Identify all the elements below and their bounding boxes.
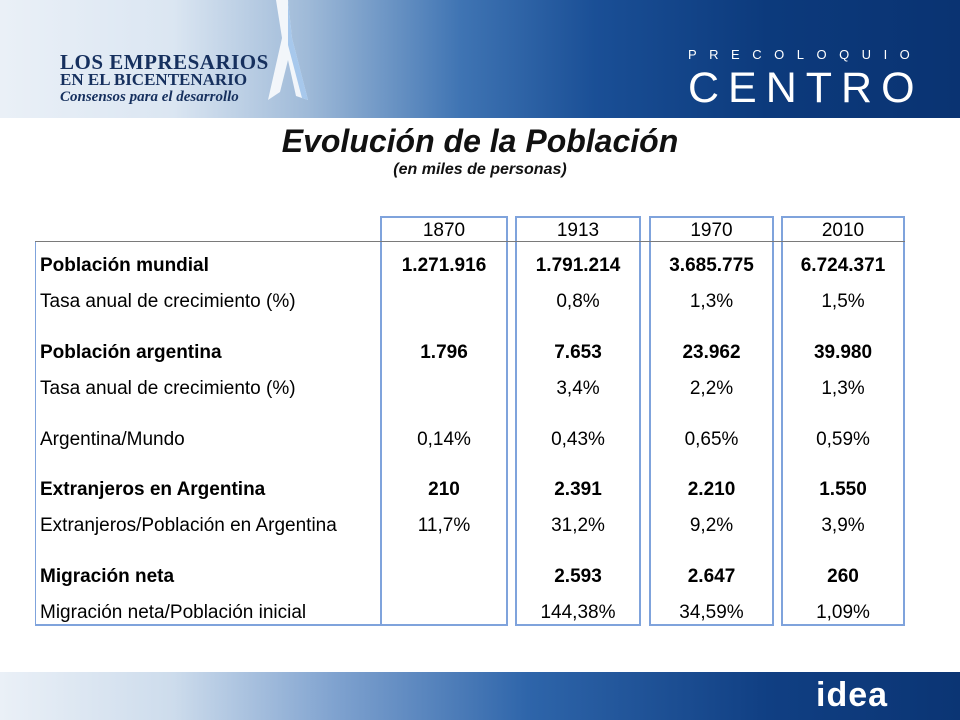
cell-extranjeros-1870: 210 — [428, 479, 460, 500]
cell-migracion-neta-1970: 2.647 — [687, 566, 736, 587]
cell-argentina-mundo-1913: 0,43% — [551, 429, 605, 450]
cell-migracion-neta-1913: 2.593 — [554, 566, 602, 587]
row-label-argentina-mundo: Argentina/Mundo — [40, 429, 185, 450]
ribbon-icon — [268, 0, 308, 100]
cell-argentina-mundo-1870: 0,14% — [417, 429, 471, 450]
column-box-1870 — [380, 216, 508, 626]
cell-tasa-argentina-1913: 3,4% — [556, 378, 600, 399]
cell-poblacion-mundial-1870: 1.271.916 — [401, 255, 487, 276]
column-header-2010: 2010 — [821, 220, 865, 241]
logo-centro-text: CENTRO — [688, 64, 924, 112]
cell-argentina-mundo-1970: 0,65% — [684, 429, 739, 450]
cell-extranjeros-1970: 2.210 — [687, 479, 736, 500]
logo-line1: LOS EMPRESARIOS — [60, 50, 269, 74]
logo-line2: EN EL BICENTENARIO — [60, 70, 248, 89]
cell-extranjeros-poblacion-2010: 3,9% — [821, 515, 865, 536]
logo-line3: Consensos para el desarrollo — [60, 89, 239, 105]
row-label-migracion-neta: Migración neta — [40, 566, 175, 587]
footer-banner — [0, 672, 960, 720]
cell-tasa-mundial-1970: 1,3% — [689, 291, 734, 312]
row-label-poblacion-mundial: Población mundial — [40, 255, 209, 276]
column-box-1913 — [515, 216, 641, 626]
row-label-extranjeros-poblacion: Extranjeros/Población en Argentina — [40, 515, 337, 536]
header-divider — [35, 241, 905, 242]
row-label-migracion-poblacion: Migración neta/Población inicial — [40, 602, 307, 623]
cell-poblacion-mundial-1970: 3.685.775 — [669, 255, 754, 276]
cell-extranjeros-1913: 2.391 — [554, 479, 602, 500]
cell-extranjeros-poblacion-1870: 11,7% — [417, 515, 471, 536]
column-header-1870: 1870 — [422, 220, 466, 241]
row-label-tasa-mundial: Tasa anual de crecimiento (%) — [40, 291, 296, 312]
column-box-2010 — [781, 216, 905, 626]
logo-empresarios: LOS EMPRESARIOS EN EL BICENTENARIO Conse… — [60, 52, 269, 106]
cell-poblacion-argentina-1870: 1.796 — [420, 342, 468, 363]
row-label-poblacion-argentina: Población argentina — [40, 342, 222, 363]
column-box-1970 — [649, 216, 774, 626]
cell-tasa-argentina-1970: 2,2% — [689, 378, 734, 399]
cell-migracion-poblacion-2010: 1,09% — [816, 602, 870, 623]
cell-migracion-neta-2010: 260 — [827, 566, 859, 587]
column-header-1970: 1970 — [690, 220, 733, 241]
page-subtitle: (en miles de personas) — [393, 161, 567, 178]
cell-tasa-mundial-1913: 0,8% — [556, 291, 600, 312]
logo-precoloquio-text: PRECOLOQUIO — [688, 47, 923, 62]
table-bottom-border — [35, 624, 380, 626]
row-label-extranjeros: Extranjeros en Argentina — [40, 479, 266, 500]
header-banner — [0, 0, 960, 118]
cell-poblacion-mundial-1913: 1.791.214 — [535, 255, 621, 276]
cell-argentina-mundo-2010: 0,59% — [816, 429, 870, 450]
cell-extranjeros-poblacion-1970: 9,2% — [689, 515, 734, 536]
cell-poblacion-argentina-1913: 7.653 — [554, 342, 602, 363]
cell-poblacion-argentina-2010: 39.980 — [813, 342, 873, 363]
cell-migracion-poblacion-1913: 144,38% — [540, 602, 616, 623]
cell-migracion-poblacion-1970: 34,59% — [679, 602, 744, 623]
column-header-1913: 1913 — [556, 220, 600, 241]
page-title: Evolución de la Población — [281, 123, 679, 159]
cell-extranjeros-2010: 1.550 — [819, 479, 867, 500]
row-label-tasa-argentina: Tasa anual de crecimiento (%) — [40, 378, 296, 399]
cell-poblacion-mundial-2010: 6.724.371 — [800, 255, 886, 276]
cell-poblacion-argentina-1970: 23.962 — [682, 342, 741, 363]
cell-tasa-mundial-2010: 1,5% — [821, 291, 865, 312]
idea-logo: idea — [816, 676, 889, 714]
cell-extranjeros-poblacion-1913: 31,2% — [551, 515, 605, 536]
table-left-border — [35, 242, 36, 626]
logo-precoloquio: PRECOLOQUIO CENTRO — [688, 47, 924, 112]
cell-tasa-argentina-2010: 1,3% — [821, 378, 865, 399]
